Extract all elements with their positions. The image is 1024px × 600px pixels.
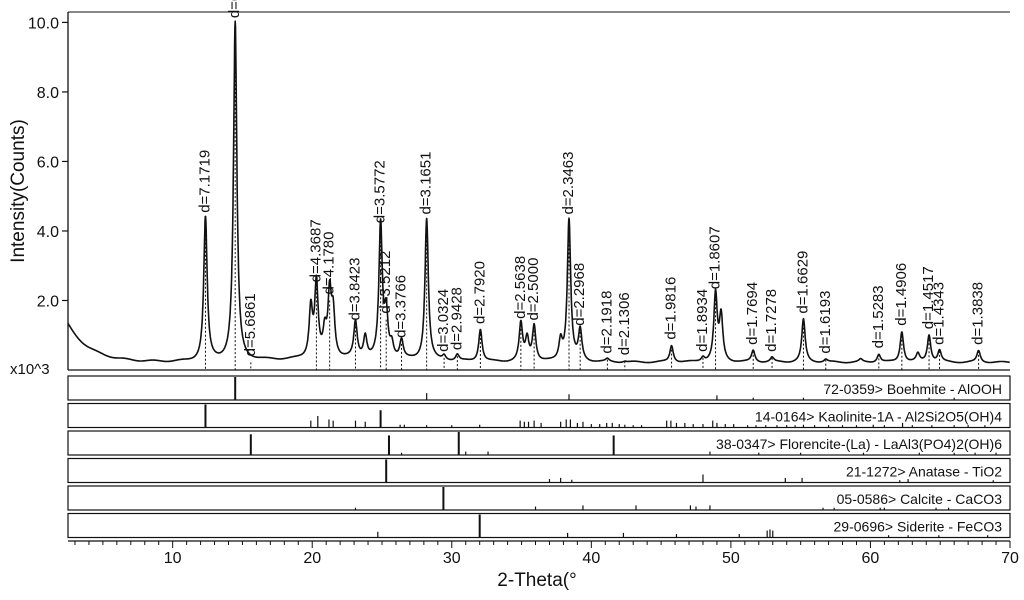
peak-label: d=1.8607 <box>707 226 724 289</box>
peak-label: d=4.1780 <box>321 232 338 295</box>
phase-label: 05-0586> Calcite - CaCO3 <box>837 491 1003 507</box>
main-plot: 2.0 4.0 6.0 8.0 10.0 10 20 30 40 50 60 70 d=7.1719… <box>8 0 1019 567</box>
x-tick-label: 50 <box>722 550 740 567</box>
phase-label: 72-0359> Boehmite - AlOOH <box>823 381 1002 397</box>
peak-label: d=2.1306 <box>616 292 633 355</box>
x-tick-label: 20 <box>303 550 321 567</box>
series-line-pattern <box>67 20 1011 364</box>
y-ticks: 2.0 4.0 6.0 8.0 10.0 <box>28 15 68 310</box>
peak-drop-lines <box>204 24 980 370</box>
peak-label: d=1.8934 <box>694 289 711 352</box>
peak-label: d=1.4517 <box>920 266 937 329</box>
phase-label: 14-0164> Kaolinite-1A - Al2Si2O5(OH)4 <box>755 409 1002 425</box>
phase-label: 38-0347> Florencite-(La) - LaAl3(PO4)2(O… <box>716 436 1002 452</box>
y-tick-label: 10.0 <box>28 15 59 32</box>
peak-labels: d=7.1719 d=6.1245 d=5.6861 d=4.3687d=4.1780… <box>196 0 986 356</box>
x-tick-label: 30 <box>443 550 461 567</box>
peak-label: d=1.7278 <box>763 289 780 352</box>
peak-label: d=3.5772 <box>372 160 389 223</box>
peak-label: d=2.7920 <box>471 261 488 324</box>
y-axis-label: Intensity(Counts) <box>8 119 29 263</box>
x-tick-label: 60 <box>862 550 880 567</box>
x-tick-label: 70 <box>1001 550 1019 567</box>
phase-panel: 21-1272> Anatase - TiO2 <box>67 457 1011 484</box>
phase-label: 21-1272> Anatase - TiO2 <box>846 464 1002 480</box>
phase-panel-frame <box>67 512 1011 539</box>
x-tick-label: 10 <box>164 550 182 567</box>
peak-label: d=7.1719 <box>196 150 213 213</box>
phase-reference-panels: 72-0359> Boehmite - AlOOH 14-0164> Kaolin… <box>67 375 1011 539</box>
phase-panel: 14-0164> Kaolinite-1A - Al2Si2O5(OH)4 <box>67 402 1011 429</box>
peak-label: d=1.4343 <box>931 282 948 345</box>
phase-panel-frame <box>67 430 1011 456</box>
y-multiplier-label: x10^3 <box>10 361 50 378</box>
peak-label: d=2.9428 <box>448 287 465 350</box>
phase-panel-frame <box>67 375 1011 401</box>
peak-label: d=3.0324 <box>435 289 452 352</box>
y-tick-label: 2.0 <box>37 293 59 310</box>
peak-label: d=2.1918 <box>598 291 615 354</box>
peak-label: d=1.3838 <box>970 282 987 345</box>
peak-label: d=1.5283 <box>870 285 887 348</box>
peak-label: d=3.8423 <box>346 258 363 321</box>
y-tick-label: 8.0 <box>37 85 59 102</box>
peak-label: d=1.7694 <box>744 282 761 345</box>
peak-label: d=2.5638 <box>512 256 529 319</box>
peak-label: d=6.1245 <box>226 0 243 18</box>
peak-label: d=5.6861 <box>242 293 259 356</box>
phase-panel: 38-0347> Florencite-(La) - LaAl3(PO4)2(O… <box>67 430 1011 456</box>
x-tick-label: 40 <box>582 550 600 567</box>
phase-label: 29-0696> Siderite - FeCO3 <box>834 519 1003 535</box>
peak-label: d=4.3687 <box>307 219 324 282</box>
phase-panel-frame <box>67 402 1011 429</box>
y-tick-label: 4.0 <box>37 224 59 241</box>
peak-label: d=3.3766 <box>393 275 410 338</box>
phase-panel-frame <box>67 457 1011 484</box>
x-axis-label: 2-Theta(° <box>497 570 576 591</box>
phase-panel: 29-0696> Siderite - FeCO3 <box>67 512 1011 539</box>
peak-label: d=2.2968 <box>571 263 588 326</box>
peak-label: d=3.1651 <box>418 152 435 215</box>
phase-panel: 05-0586> Calcite - CaCO3 <box>67 485 1011 511</box>
phase-panel: 72-0359> Boehmite - AlOOH <box>67 375 1011 401</box>
peak-label: d=1.6629 <box>794 251 811 314</box>
peak-label: d=1.9816 <box>663 277 680 340</box>
phase-panel-frame <box>67 485 1011 511</box>
peak-label: d=2.5000 <box>525 258 542 321</box>
peak-label: d=2.3463 <box>560 152 577 215</box>
x-ticks: 10 20 30 40 50 60 70 <box>74 541 1019 567</box>
peak-label: d=3.5212 <box>377 251 394 314</box>
peak-label: d=1.6193 <box>817 291 834 354</box>
peak-label: d=1.4906 <box>893 263 910 326</box>
y-tick-label: 6.0 <box>37 154 59 171</box>
